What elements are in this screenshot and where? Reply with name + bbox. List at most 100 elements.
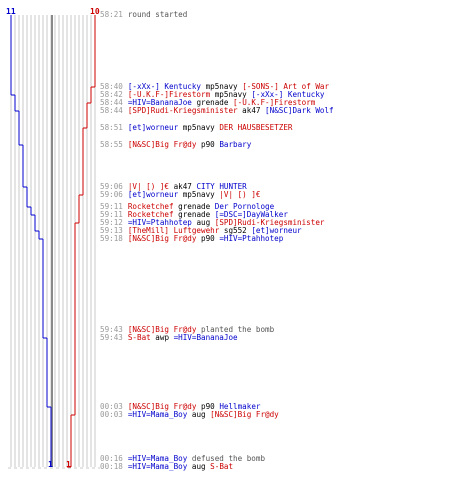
weapon-name: p90 xyxy=(201,140,215,149)
victim-name: [=DSC=]DayWalker xyxy=(214,210,288,219)
victim-name: DER HAUSBESETZER xyxy=(219,123,293,132)
ct-start-count: 11 xyxy=(6,7,16,16)
victim-name: S-Bat xyxy=(210,462,234,471)
actor-name: [N&SC]Big Fr@dy xyxy=(127,325,197,334)
kill-log-entry: 59:06 [et]worneur mp5navy |V| [) ]€ xyxy=(100,191,260,199)
t-end-count: 1 xyxy=(66,460,71,469)
event-text: defused the bomb xyxy=(191,454,266,463)
kill-log-entry: 59:43 S-Bat awp =HIV=BananaJoe xyxy=(100,334,238,342)
kill-log-entry: 58:44 =HIV=BananaJoe grenade [-U.K.F-]Fir… xyxy=(100,99,315,107)
log-time: 59:11 xyxy=(100,210,123,219)
victim-name: |V| [) ]€ xyxy=(219,190,261,199)
weapon-name: aug xyxy=(191,462,206,471)
kill-log-entry: 59:13 [TheMill] Luftgewehr sg552 [et]worn… xyxy=(100,227,302,235)
kill-log-entry: 58:44 [SPD]Rudi-Kriegsminister ak47 [N&SC… xyxy=(100,107,334,115)
weapon-name: grenade xyxy=(178,210,211,219)
event-text: planted the bomb xyxy=(201,325,275,334)
weapon-name: p90 xyxy=(201,402,215,411)
weapon-name: mp5navy xyxy=(182,123,215,132)
victim-name: =HIV=BananaJoe xyxy=(173,333,238,342)
killer-name: S-Bat xyxy=(127,333,151,342)
victim-name: =HIV=Ptahhotep xyxy=(219,234,284,243)
kill-log-entry: 58:51 [et]worneur mp5navy DER HAUSBESETZE… xyxy=(100,124,292,132)
weapon-name: mp5navy xyxy=(214,90,247,99)
victim-name: [et]worneur xyxy=(251,226,302,235)
killer-name: [N&SC]Big Fr@dy xyxy=(127,234,197,243)
kill-log-entry: 59:12 =HIV=Ptahhotep aug [SPD]Rudi-Kriegs… xyxy=(100,219,324,227)
log-time: 59:18 xyxy=(100,234,123,243)
killer-name: Rocketchef xyxy=(127,202,174,211)
victim-name: [-U.K.F-]Firestorm xyxy=(233,98,316,107)
log-time: 58:55 xyxy=(100,140,123,149)
event-log-entry: 59:43 [N&SC]Big Fr@dy planted the bomb xyxy=(100,326,274,334)
weapon-name: mp5navy xyxy=(182,190,215,199)
ct-end-count: 1 xyxy=(48,460,53,469)
log-time: 58:42 xyxy=(100,90,123,99)
log-time: 58:40 xyxy=(100,82,123,91)
killer-name: [TheMill] Luftgewehr xyxy=(127,226,220,235)
weapon-name: ak47 xyxy=(173,182,192,191)
kill-log-entry: 59:18 [N&SC]Big Fr@dy p90 =HIV=Ptahhotep xyxy=(100,235,283,243)
log-time: 00:03 xyxy=(100,402,123,411)
log-time: 58:44 xyxy=(100,98,123,107)
weapon-name: sg552 xyxy=(223,226,247,235)
killer-name: [et]worneur xyxy=(127,190,179,199)
killer-name: [N&SC]Big Fr@dy xyxy=(127,402,197,411)
killer-name: [-U.K.F-]Firestorm xyxy=(127,90,211,99)
killer-name: [N&SC]Big Fr@dy xyxy=(127,140,197,149)
kill-log-entry: 59:11 Rocketchef grenade Der Pornologe xyxy=(100,203,274,211)
killer-name: [SPD]Rudi-Kriegsminister xyxy=(127,106,238,115)
log-time: 59:06 xyxy=(100,182,123,191)
victim-name: [-SONS-] Art of War xyxy=(242,82,330,91)
log-time: 58:51 xyxy=(100,123,123,132)
log-time: 59:12 xyxy=(100,218,123,227)
victim-name: [SPD]Rudi-Kriegsminister xyxy=(214,218,325,227)
weapon-name: grenade xyxy=(196,98,229,107)
event-text: round started xyxy=(127,10,188,19)
kill-log-entry: 58:40 [-xXx-] Kentucky mp5navy [-SONS-] A… xyxy=(100,83,329,91)
kill-log-entry: 00:03 [N&SC]Big Fr@dy p90 Hellmaker xyxy=(100,403,260,411)
log-time: 59:06 xyxy=(100,190,123,199)
killer-name: =HIV=Mama_Boy xyxy=(127,462,188,471)
victim-name: [N&SC]Big Fr@dy xyxy=(210,410,279,419)
log-time: 00:18 xyxy=(100,462,123,471)
kill-log-entry: 00:18 =HIV=Mama_Boy aug S-Bat xyxy=(100,463,233,471)
log-time: 59:13 xyxy=(100,226,123,235)
kill-log-entry: 58:55 [N&SC]Big Fr@dy p90 Barbary xyxy=(100,141,251,149)
t-start-count: 10 xyxy=(90,7,100,16)
log-time: 58:21 xyxy=(100,10,123,19)
kill-log-entry: 00:03 =HIV=Mama_Boy aug [N&SC]Big Fr@dy xyxy=(100,411,279,419)
kill-log-entry: 59:11 Rocketchef grenade [=DSC=]DayWalker xyxy=(100,211,288,219)
log-time: 59:43 xyxy=(100,325,123,334)
weapon-name: aug xyxy=(196,218,211,227)
killer-name: Rocketchef xyxy=(127,210,174,219)
weapon-name: grenade xyxy=(178,202,211,211)
victim-name: [-xXx-] Kentucky xyxy=(251,90,325,99)
weapon-name: awp xyxy=(155,333,170,342)
kill-log-entry: 59:06 |V| [) ]€ ak47 CITY HUNTER xyxy=(100,183,247,191)
log-time: 59:43 xyxy=(100,333,123,342)
victim-name: Barbary xyxy=(219,140,252,149)
victim-name: CITY HUNTER xyxy=(196,182,247,191)
killer-name: =HIV=BananaJoe xyxy=(127,98,192,107)
actor-name: =HIV=Mama_Boy xyxy=(127,454,188,463)
victim-name: [N&SC]Dark Wolf xyxy=(265,106,334,115)
weapon-name: ak47 xyxy=(242,106,261,115)
killer-name: |V| [) ]€ xyxy=(127,182,170,191)
log-time: 00:16 xyxy=(100,454,123,463)
weapon-name: mp5navy xyxy=(205,82,238,91)
kill-log-entry: 58:42 [-U.K.F-]Firestorm mp5navy [-xXx-] … xyxy=(100,91,324,99)
event-log-entry: 58:21 round started xyxy=(100,11,187,19)
weapon-name: p90 xyxy=(201,234,215,243)
killer-name: =HIV=Ptahhotep xyxy=(127,218,192,227)
killer-name: =HIV=Mama_Boy xyxy=(127,410,188,419)
log-time: 59:11 xyxy=(100,202,123,211)
weapon-name: aug xyxy=(191,410,206,419)
killer-name: [-xXx-] Kentucky xyxy=(127,82,202,91)
player-count-graph xyxy=(8,15,100,469)
log-time: 00:03 xyxy=(100,410,123,419)
event-log-entry: 00:16 =HIV=Mama_Boy defused the bomb xyxy=(100,455,265,463)
victim-name: Hellmaker xyxy=(219,402,261,411)
killer-name: [et]worneur xyxy=(127,123,179,132)
